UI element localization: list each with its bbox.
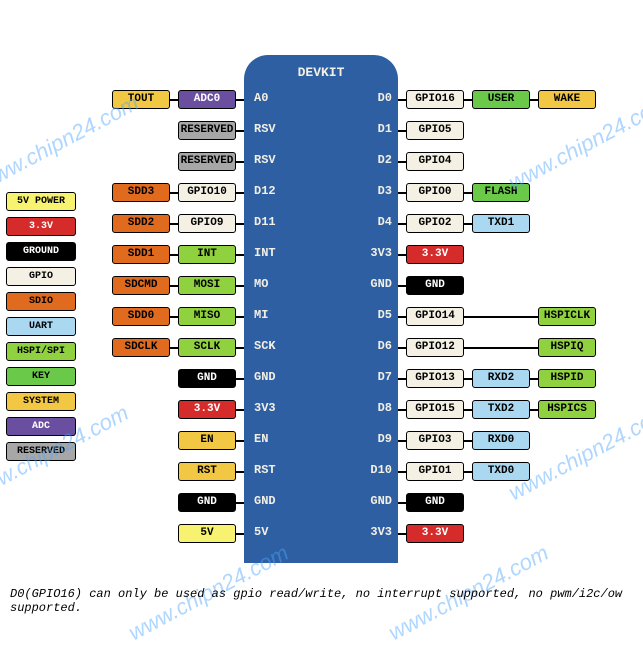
legend-item: KEY xyxy=(6,367,76,386)
pin-label: GPIO3 xyxy=(406,431,464,450)
pin-label: SDCLK xyxy=(112,338,170,357)
pin-label: TXD1 xyxy=(472,214,530,233)
pin-label: 3.3V xyxy=(406,524,464,543)
chip-pin-left: GND xyxy=(254,370,294,384)
pin-label: SDD0 xyxy=(112,307,170,326)
pin-label: GND xyxy=(406,276,464,295)
pin-label: MISO xyxy=(178,307,236,326)
pin-label: RXD0 xyxy=(472,431,530,450)
legend-item: SDIO xyxy=(6,292,76,311)
chip-pin-left: D12 xyxy=(254,184,294,198)
chip-pin-left: RST xyxy=(254,463,294,477)
pin-label: GPIO1 xyxy=(406,462,464,481)
pin-label: TXD0 xyxy=(472,462,530,481)
chip-pin-right: 3V3 xyxy=(352,525,392,539)
chip-pin-left: RSV xyxy=(254,153,294,167)
pin-label: GPIO16 xyxy=(406,90,464,109)
pin-label: SDD2 xyxy=(112,214,170,233)
chip-pin-right: 3V3 xyxy=(352,246,392,260)
pin-label: INT xyxy=(178,245,236,264)
pin-label: SDD3 xyxy=(112,183,170,202)
footnote: D0(GPIO16) can only be used as gpio read… xyxy=(10,587,633,615)
pin-label: RXD2 xyxy=(472,369,530,388)
chip-pin-left: SCK xyxy=(254,339,294,353)
pin-label: GPIO0 xyxy=(406,183,464,202)
pin-label: GPIO5 xyxy=(406,121,464,140)
legend-item: GPIO xyxy=(6,267,76,286)
pin-label: HSPICS xyxy=(538,400,596,419)
chip-pin-right: D4 xyxy=(352,215,392,229)
chip-pin-left: 3V3 xyxy=(254,401,294,415)
chip-pin-right: D5 xyxy=(352,308,392,322)
pin-label: SDD1 xyxy=(112,245,170,264)
pin-label: HSPICLK xyxy=(538,307,596,326)
legend-item: 5V POWER xyxy=(6,192,76,211)
pin-label: MOSI xyxy=(178,276,236,295)
pin-label: GPIO13 xyxy=(406,369,464,388)
chip-title: DEVKIT xyxy=(244,65,398,80)
chip-pin-left: MO xyxy=(254,277,294,291)
chip-pin-right: D7 xyxy=(352,370,392,384)
pin-label: 3.3V xyxy=(178,400,236,419)
pin-label: RST xyxy=(178,462,236,481)
chip-pin-right: D2 xyxy=(352,153,392,167)
pin-label: EN xyxy=(178,431,236,450)
legend-item: SYSTEM xyxy=(6,392,76,411)
chip-pin-right: D6 xyxy=(352,339,392,353)
pin-label: TXD2 xyxy=(472,400,530,419)
chip-pin-left: 5V xyxy=(254,525,294,539)
legend-item: GROUND xyxy=(6,242,76,261)
pin-label: RESERVED xyxy=(178,121,236,140)
legend: 5V POWER 3.3V GROUND GPIO SDIO UART HSPI/SPI KE… xyxy=(6,192,76,467)
pin-label: USER xyxy=(472,90,530,109)
chip-pin-left: EN xyxy=(254,432,294,446)
legend-item: 3.3V xyxy=(6,217,76,236)
pin-label: GND xyxy=(178,369,236,388)
pin-label: WAKE xyxy=(538,90,596,109)
chip-pin-right: D9 xyxy=(352,432,392,446)
pin-label: GPIO10 xyxy=(178,183,236,202)
chip-pin-right: GND xyxy=(352,277,392,291)
chip-pin-right: D1 xyxy=(352,122,392,136)
pin-label: GPIO9 xyxy=(178,214,236,233)
pin-label: 3.3V xyxy=(406,245,464,264)
pin-label: GPIO12 xyxy=(406,338,464,357)
chip-pin-left: INT xyxy=(254,246,294,260)
pin-label: RESERVED xyxy=(178,152,236,171)
legend-item: RESERVED xyxy=(6,442,76,461)
chip-pin-right: D8 xyxy=(352,401,392,415)
legend-item: UART xyxy=(6,317,76,336)
pin-label: SDCMD xyxy=(112,276,170,295)
chip-pin-left: D11 xyxy=(254,215,294,229)
pin-label: HSPIQ xyxy=(538,338,596,357)
pin-label: GPIO15 xyxy=(406,400,464,419)
pin-label: HSPID xyxy=(538,369,596,388)
legend-item: HSPI/SPI xyxy=(6,342,76,361)
chip-pin-right: D10 xyxy=(352,463,392,477)
pin-label: FLASH xyxy=(472,183,530,202)
chip-pin-right: GND xyxy=(352,494,392,508)
chip-pin-right: D3 xyxy=(352,184,392,198)
chip-pin-right: D0 xyxy=(352,91,392,105)
pin-label: GND xyxy=(406,493,464,512)
chip-pin-left: A0 xyxy=(254,91,294,105)
pin-label: GPIO2 xyxy=(406,214,464,233)
pin-label: TOUT xyxy=(112,90,170,109)
pin-label: GND xyxy=(178,493,236,512)
chip-pin-left: GND xyxy=(254,494,294,508)
pin-label: GPIO14 xyxy=(406,307,464,326)
pin-label: ADC0 xyxy=(178,90,236,109)
pin-label: GPIO4 xyxy=(406,152,464,171)
legend-item: ADC xyxy=(6,417,76,436)
chip-pin-left: MI xyxy=(254,308,294,322)
pin-label: 5V xyxy=(178,524,236,543)
chip-pin-left: RSV xyxy=(254,122,294,136)
pin-label: SCLK xyxy=(178,338,236,357)
